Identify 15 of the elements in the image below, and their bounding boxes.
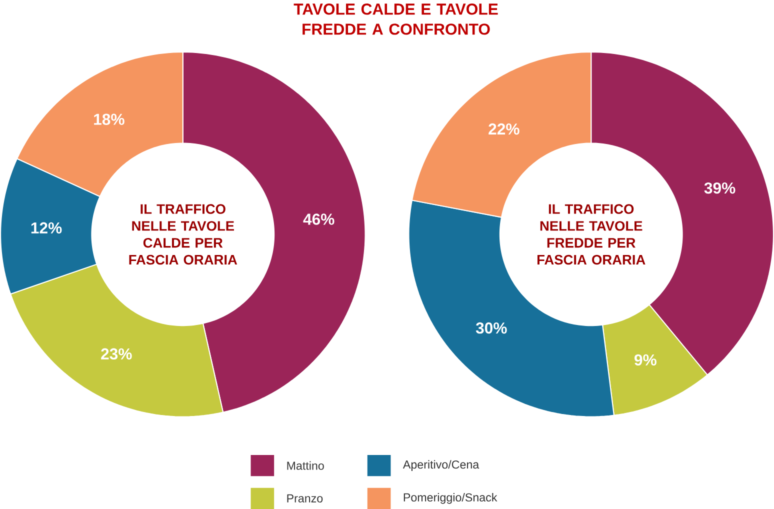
data-label: 9%	[634, 354, 656, 366]
data-label: 22%	[488, 123, 520, 135]
text: IL TRAFFICO NELLE TAVOLE CALDE PER FASCIA ORARIA	[129, 204, 238, 265]
legend-label: Pranzo	[287, 494, 323, 502]
legend-label: Pomeriggio/Snack	[404, 493, 498, 504]
legend-label: Mattino	[287, 461, 324, 470]
text: IL TRAFFICO NELLE TAVOLE FREDDE PER FASCIA ORARIA	[537, 204, 646, 265]
data-label: 46%	[303, 214, 334, 225]
data-label: 12%	[31, 222, 62, 234]
text: TAVOLE CALDE E TAVOLE FREDDE A CONFRONTO	[294, 4, 498, 35]
legend-label: Aperitivo/Cena	[402, 460, 480, 471]
data-label: 18%	[94, 114, 124, 125]
data-label: 39%	[704, 182, 736, 194]
data-label: 23%	[101, 348, 132, 360]
data-label: 30%	[476, 322, 507, 334]
